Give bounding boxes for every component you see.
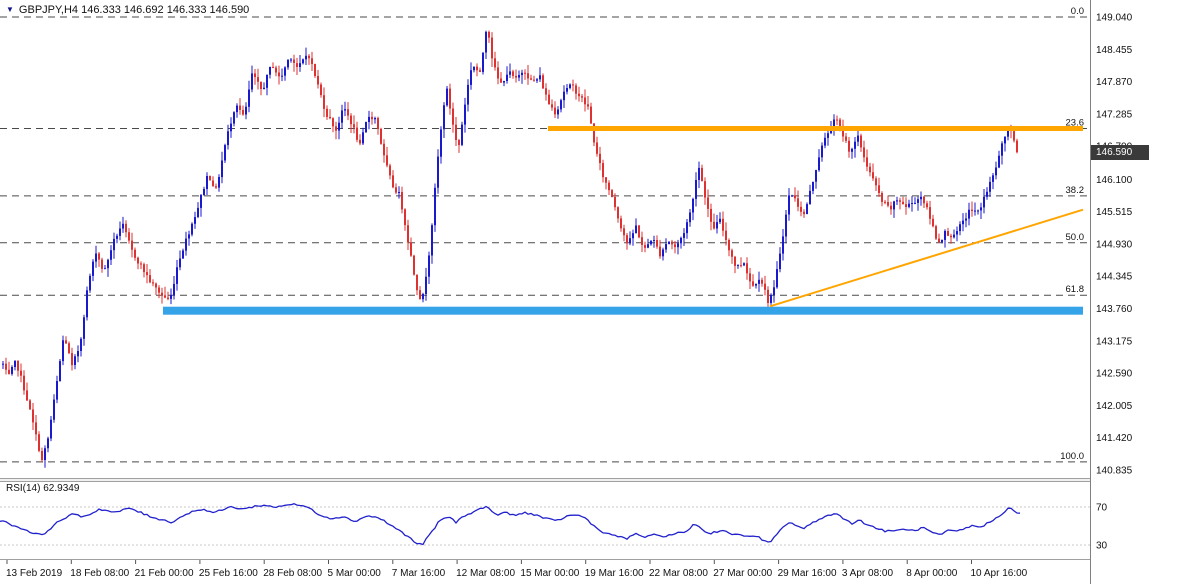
- svg-text:30: 30: [1096, 541, 1108, 552]
- svg-text:144.345: 144.345: [1096, 272, 1133, 283]
- svg-text:10 Apr 16:00: 10 Apr 16:00: [971, 568, 1028, 579]
- symbol-ohlc-header: ▼ GBPJPY,H4 146.333 146.692 146.333 146.…: [6, 4, 249, 16]
- svg-text:3 Apr 08:00: 3 Apr 08:00: [842, 568, 894, 579]
- price-axis[interactable]: 149.040148.455147.870147.285146.700146.1…: [1090, 0, 1180, 584]
- svg-text:8 Apr 00:00: 8 Apr 00:00: [906, 568, 958, 579]
- svg-text:12 Mar 08:00: 12 Mar 08:00: [456, 568, 515, 579]
- svg-text:22 Mar 08:00: 22 Mar 08:00: [649, 568, 708, 579]
- svg-text:23.6: 23.6: [1066, 118, 1085, 129]
- svg-text:19 Mar 16:00: 19 Mar 16:00: [585, 568, 644, 579]
- svg-text:149.040: 149.040: [1096, 13, 1133, 24]
- rsi-indicator-label: RSI(14) 62.9349: [6, 483, 80, 494]
- svg-text:140.835: 140.835: [1096, 465, 1133, 476]
- svg-text:5 Mar 00:00: 5 Mar 00:00: [328, 568, 382, 579]
- time-axis[interactable]: 13 Feb 2019 18 Feb 08:00 21 Feb 00:00 25 Fe…: [6, 560, 1028, 579]
- svg-text:146.100: 146.100: [1096, 175, 1133, 186]
- svg-text:100.0: 100.0: [1060, 451, 1084, 462]
- resistance-line[interactable]: [548, 126, 1083, 131]
- svg-text:21 Feb 00:00: 21 Feb 00:00: [135, 568, 194, 579]
- fibonacci-labels: 0.0 23.6 38.2 50.0 61.8 100.0: [1060, 6, 1084, 462]
- svg-text:147.285: 147.285: [1096, 109, 1133, 120]
- svg-text:142.005: 142.005: [1096, 401, 1133, 412]
- svg-text:141.420: 141.420: [1096, 433, 1133, 444]
- svg-text:142.590: 142.590: [1096, 369, 1133, 380]
- svg-text:61.8: 61.8: [1066, 284, 1085, 295]
- current-price-badge: 146.590: [1091, 145, 1149, 160]
- svg-text:143.175: 143.175: [1096, 336, 1133, 347]
- svg-text:143.760: 143.760: [1096, 304, 1133, 315]
- svg-text:25 Feb 16:00: 25 Feb 16:00: [199, 568, 258, 579]
- window-marker-icon[interactable]: ▼: [6, 5, 14, 14]
- svg-text:15 Mar 00:00: 15 Mar 00:00: [520, 568, 579, 579]
- svg-text:147.870: 147.870: [1096, 77, 1133, 88]
- svg-text:27 Mar 00:00: 27 Mar 00:00: [713, 568, 772, 579]
- svg-text:28 Feb 08:00: 28 Feb 08:00: [263, 568, 322, 579]
- svg-text:18 Feb 08:00: 18 Feb 08:00: [70, 568, 129, 579]
- svg-text:38.2: 38.2: [1066, 185, 1085, 196]
- svg-text:0.0: 0.0: [1071, 6, 1084, 17]
- svg-text:13 Feb 2019: 13 Feb 2019: [6, 568, 63, 579]
- fibonacci-lines[interactable]: [0, 16, 1090, 463]
- svg-text:144.930: 144.930: [1096, 239, 1133, 250]
- svg-text:50.0: 50.0: [1066, 232, 1085, 243]
- rsi-panel: [0, 506, 1090, 546]
- support-zone-line[interactable]: [163, 306, 1083, 315]
- rsi-line: [0, 503, 1021, 546]
- svg-text:70: 70: [1096, 503, 1108, 514]
- symbol-ohlc-text: GBPJPY,H4 146.333 146.692 146.333 146.59…: [18, 4, 250, 16]
- svg-text:148.455: 148.455: [1096, 45, 1133, 56]
- ascending-trendline[interactable]: [769, 208, 1084, 308]
- svg-text:145.515: 145.515: [1096, 207, 1133, 218]
- svg-text:29 Mar 16:00: 29 Mar 16:00: [778, 568, 837, 579]
- panel-separator[interactable]: [0, 478, 1180, 560]
- svg-text:7 Mar 16:00: 7 Mar 16:00: [392, 568, 446, 579]
